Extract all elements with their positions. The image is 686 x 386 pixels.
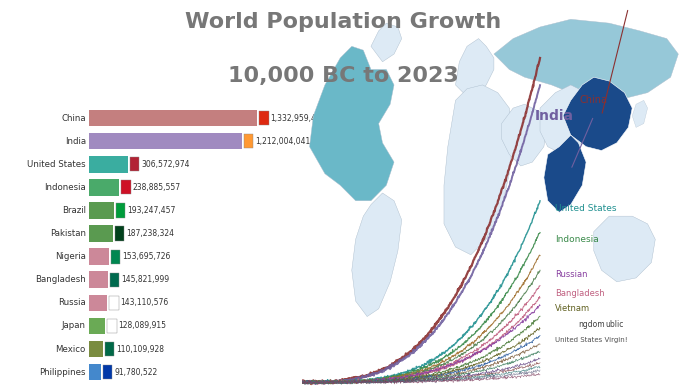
Bar [89,341,103,357]
FancyBboxPatch shape [105,342,115,356]
Bar [89,156,128,173]
Text: 110,109,928: 110,109,928 [117,345,165,354]
Bar [89,364,101,381]
Polygon shape [352,193,402,317]
FancyBboxPatch shape [110,250,120,264]
Text: Bangladesh: Bangladesh [556,289,605,298]
Text: Pakistan: Pakistan [50,229,86,238]
FancyBboxPatch shape [109,296,119,310]
Bar [89,179,119,196]
Text: 153,695,726: 153,695,726 [122,252,170,261]
Text: China: China [61,113,86,123]
Polygon shape [563,77,632,151]
FancyBboxPatch shape [130,157,139,171]
Polygon shape [501,104,547,166]
Text: Bangladesh: Bangladesh [35,275,86,284]
Text: 187,238,324: 187,238,324 [126,229,174,238]
Text: United States: United States [556,204,617,213]
Text: 91,780,522: 91,780,522 [114,367,157,377]
Text: India: India [535,109,574,123]
FancyBboxPatch shape [103,365,112,379]
Bar [89,225,113,242]
Text: Russia: Russia [58,298,86,307]
Polygon shape [632,100,648,127]
Bar [89,248,108,265]
Text: ublic: ublic [605,320,624,329]
Polygon shape [456,39,494,96]
Text: ngdom: ngdom [578,320,605,329]
Text: United States Virgin!: United States Virgin! [556,337,628,343]
Bar [89,295,107,311]
Text: Vietnam: Vietnam [556,304,591,313]
Polygon shape [540,85,594,154]
Bar [89,318,106,334]
Text: China: China [580,95,608,105]
Bar [89,133,242,149]
Text: Indonesia: Indonesia [44,183,86,192]
FancyBboxPatch shape [115,203,125,218]
Text: Philippines: Philippines [39,367,86,377]
Text: 143,110,576: 143,110,576 [121,298,169,307]
FancyBboxPatch shape [108,319,117,333]
Text: 193,247,457: 193,247,457 [127,206,175,215]
FancyBboxPatch shape [115,227,124,240]
Polygon shape [544,135,586,212]
Polygon shape [309,46,394,201]
FancyBboxPatch shape [121,180,130,195]
Text: Nigeria: Nigeria [55,252,86,261]
Text: 238,885,557: 238,885,557 [132,183,180,192]
FancyBboxPatch shape [259,111,269,125]
Polygon shape [371,23,402,62]
Text: India: India [64,137,86,146]
Polygon shape [494,19,678,100]
Text: 1,332,959,414: 1,332,959,414 [271,113,326,123]
Text: Mexico: Mexico [56,345,86,354]
Polygon shape [594,216,655,282]
Text: 306,572,974: 306,572,974 [141,160,189,169]
Text: 145,821,999: 145,821,999 [121,275,169,284]
Text: Brazil: Brazil [62,206,86,215]
Text: United States: United States [27,160,86,169]
Polygon shape [444,85,513,255]
Text: World Population Growth: World Population Growth [185,12,501,32]
Text: Indonesia: Indonesia [556,235,599,244]
Text: 1,212,004,041: 1,212,004,041 [255,137,311,146]
Bar [89,271,108,288]
Bar [89,110,257,126]
FancyBboxPatch shape [244,134,253,148]
Text: Russian: Russian [556,269,588,279]
FancyBboxPatch shape [110,273,119,287]
Text: Japan: Japan [62,322,86,330]
Bar [89,202,114,219]
Text: 10,000 BC to 2023: 10,000 BC to 2023 [228,66,458,86]
Text: 128,089,915: 128,089,915 [119,322,167,330]
